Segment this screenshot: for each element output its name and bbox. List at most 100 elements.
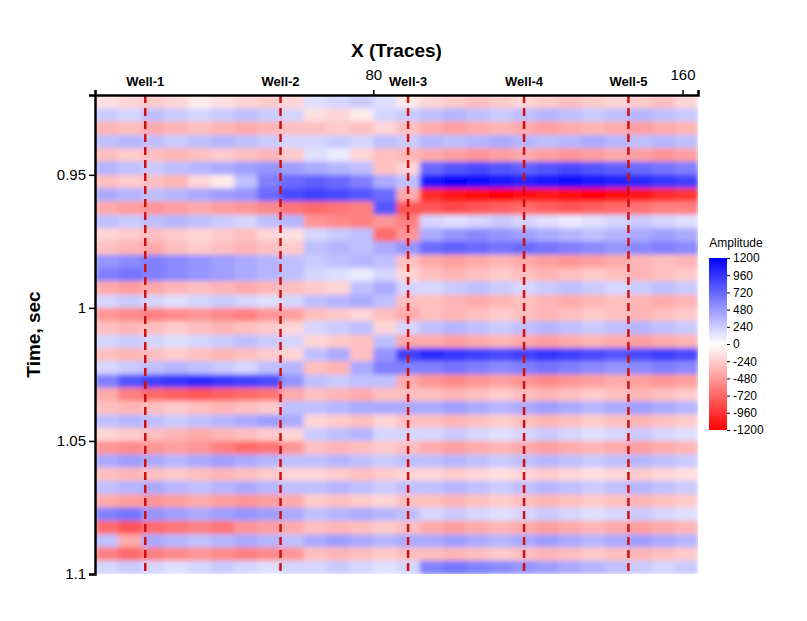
heatmap-cell	[118, 494, 142, 508]
heatmap-cell	[443, 268, 467, 282]
heatmap-cell	[281, 494, 305, 508]
heatmap-cell	[582, 268, 606, 282]
heatmap-cell	[420, 255, 444, 269]
heatmap-cell	[165, 494, 189, 508]
heatmap-cell	[304, 308, 328, 322]
heatmap-cell	[443, 494, 467, 508]
heatmap-cell	[466, 521, 490, 535]
heatmap-cell	[536, 148, 560, 162]
heatmap-cell	[257, 188, 281, 202]
heatmap-cell	[327, 361, 351, 375]
heatmap-cell	[304, 135, 328, 149]
heatmap-cell	[118, 108, 142, 122]
heatmap-cell	[211, 148, 235, 162]
heatmap-cell	[165, 255, 189, 269]
heatmap-cell	[257, 454, 281, 468]
heatmap-cell	[652, 321, 676, 335]
heatmap-cell	[234, 468, 258, 482]
heatmap-cell	[420, 388, 444, 402]
heatmap-cell	[188, 481, 212, 495]
heatmap-cell	[628, 108, 652, 122]
heatmap-cell	[489, 228, 513, 242]
tick: 480	[727, 303, 753, 317]
heatmap-cell	[234, 215, 258, 229]
heatmap-cell	[536, 188, 560, 202]
heatmap-cell	[165, 374, 189, 388]
heatmap-cell	[257, 374, 281, 388]
heatmap-cell	[257, 361, 281, 375]
heatmap-cell	[95, 361, 119, 375]
heatmap-cell	[675, 148, 698, 162]
heatmap-cell	[559, 268, 583, 282]
heatmap-cell	[234, 122, 258, 136]
heatmap-cell	[95, 268, 119, 282]
heatmap-cell	[373, 108, 397, 122]
heatmap-cell	[211, 388, 235, 402]
heatmap-cell	[489, 295, 513, 309]
heatmap-cell	[559, 388, 583, 402]
heatmap-cell	[652, 401, 676, 415]
heatmap-cell	[652, 374, 676, 388]
heatmap-cell	[350, 268, 374, 282]
heatmap-cell	[95, 308, 119, 322]
heatmap-cell	[95, 108, 119, 122]
heatmap-cell	[536, 348, 560, 362]
heatmap-cell	[165, 95, 189, 109]
heatmap-cell	[257, 401, 281, 415]
heatmap-cell	[165, 268, 189, 282]
heatmap-cell	[257, 507, 281, 521]
heatmap-cell	[443, 335, 467, 349]
heatmap-cell	[234, 268, 258, 282]
tick: -240	[727, 355, 757, 369]
heatmap-cell	[257, 494, 281, 508]
heatmap-cell	[257, 428, 281, 442]
heatmap-cell	[165, 135, 189, 149]
heatmap-cell	[327, 255, 351, 269]
heatmap-cell	[675, 507, 698, 521]
tick: -1200	[727, 423, 764, 437]
heatmap-cell	[327, 95, 351, 109]
heatmap-cell	[234, 321, 258, 335]
heatmap-cell	[350, 335, 374, 349]
heatmap-cell	[350, 255, 374, 269]
heatmap-cell	[350, 547, 374, 561]
heatmap-cell	[95, 175, 119, 189]
heatmap-cell	[605, 374, 629, 388]
heatmap-cell	[466, 295, 490, 309]
heatmap-cell	[188, 547, 212, 561]
tick-mark	[727, 310, 730, 311]
heatmap-cell	[281, 281, 305, 295]
heatmap-cell	[234, 108, 258, 122]
heatmap-cell	[652, 201, 676, 215]
heatmap-cell	[628, 241, 652, 255]
heatmap-cell	[536, 281, 560, 295]
heatmap-cell	[559, 308, 583, 322]
heatmap-cell	[188, 201, 212, 215]
heatmap-cell	[652, 108, 676, 122]
heatmap-cell	[304, 175, 328, 189]
heatmap-cell	[559, 122, 583, 136]
heatmap-cell	[536, 401, 560, 415]
heatmap-cell	[605, 547, 629, 561]
heatmap-cell	[257, 281, 281, 295]
heatmap-cell	[327, 481, 351, 495]
heatmap-cell	[420, 374, 444, 388]
heatmap-cell	[327, 561, 351, 574]
x-axis-line	[96, 90, 699, 96]
heatmap-cell	[489, 561, 513, 574]
tick-mark	[89, 308, 95, 310]
heatmap-cell	[188, 268, 212, 282]
heatmap-cell	[466, 308, 490, 322]
heatmap-cell	[257, 228, 281, 242]
heatmap-cell	[304, 201, 328, 215]
heatmap-cell	[257, 547, 281, 561]
heatmap-cell	[234, 414, 258, 428]
heatmap-cell	[582, 414, 606, 428]
heatmap-cell	[675, 162, 698, 176]
heatmap-cell	[188, 494, 212, 508]
heatmap-cell	[281, 348, 305, 362]
heatmap-cell	[350, 162, 374, 176]
heatmap-cell	[327, 295, 351, 309]
tick-label: 1.1	[65, 565, 86, 582]
heatmap-cell	[559, 374, 583, 388]
